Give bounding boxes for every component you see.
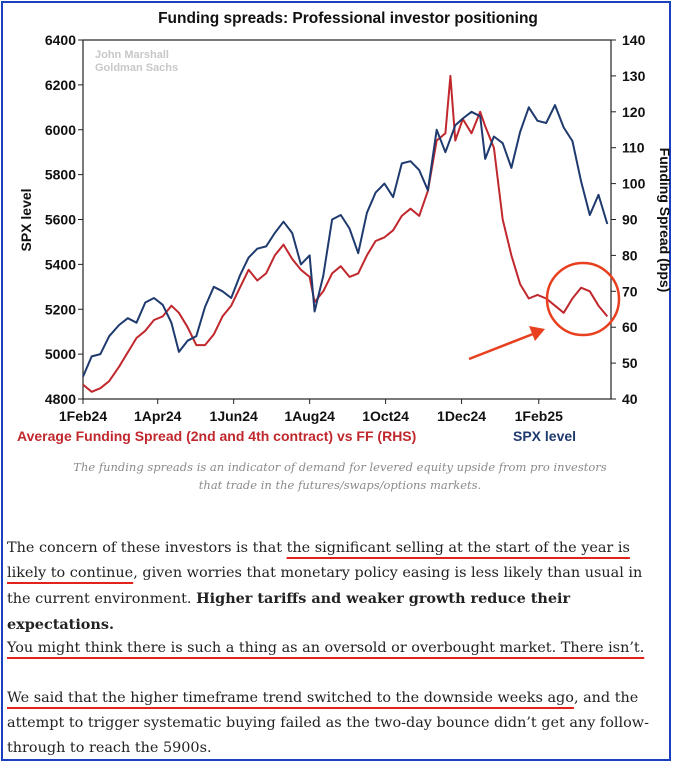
legend-spx-level: SPX level bbox=[513, 428, 576, 444]
watermark-line-1: John Marshall bbox=[95, 49, 169, 61]
left-tick-label: 5000 bbox=[45, 346, 76, 362]
right-tick-label: 140 bbox=[622, 32, 646, 48]
x-axis-ticks: 1Feb24 1Apr24 1Jun24 1Aug24 1Oct24 1Dec24 1Feb… bbox=[59, 399, 563, 424]
right-tick-label: 100 bbox=[622, 176, 646, 192]
right-tick-label: 80 bbox=[622, 247, 638, 263]
annotation-arrow-head bbox=[529, 326, 545, 341]
annotation-arrow-shaft bbox=[468, 332, 534, 361]
chart-caption: The funding spreads is an indicator of d… bbox=[73, 460, 607, 492]
funding-spread-chart: Funding spreads: Professional investor p… bbox=[17, 10, 671, 444]
left-tick-label: 6200 bbox=[45, 77, 76, 93]
x-tick-label: 1Oct24 bbox=[362, 408, 409, 424]
x-tick-label: 1Feb24 bbox=[59, 408, 107, 424]
legend-funding-spread: Average Funding Spread (2nd and 4th cont… bbox=[17, 428, 416, 444]
right-tick-label: 110 bbox=[622, 140, 645, 156]
right-tick-label: 120 bbox=[622, 104, 646, 120]
right-axis-label: Funding Spread (bps) bbox=[657, 148, 671, 293]
x-tick-label: 1Dec24 bbox=[437, 408, 486, 424]
paragraph-2: You might think there is such a thing as… bbox=[7, 636, 669, 661]
x-tick-label: 1Aug24 bbox=[284, 408, 335, 424]
right-tick-label: 70 bbox=[622, 283, 638, 299]
x-tick-label: 1Feb25 bbox=[515, 408, 563, 424]
p2-underlined-text: You might think there is such a thing as… bbox=[7, 640, 645, 656]
p1-bold-text: Higher tariffs and weaker growth reduce … bbox=[7, 590, 571, 633]
p1-text-middle: , given worries that monetary policy eas… bbox=[7, 565, 643, 607]
left-tick-label: 4800 bbox=[45, 391, 76, 407]
p3-text-end: , and the attempt to trigger systematic … bbox=[7, 690, 649, 756]
series-lines bbox=[82, 74, 609, 393]
paragraph-3: We said that the higher timeframe trend … bbox=[7, 686, 669, 761]
x-tick-label: 1Apr24 bbox=[134, 408, 182, 424]
right-tick-label: 130 bbox=[622, 68, 646, 84]
p3-underlined-text: We said that the higher timeframe trend … bbox=[7, 690, 574, 706]
right-tick-label: 60 bbox=[622, 319, 638, 335]
highlight-circle bbox=[545, 261, 621, 337]
plot-area bbox=[82, 39, 612, 400]
right-axis-ticks: 40 50 60 70 80 90 100 110 120 130 140 bbox=[611, 32, 646, 407]
left-tick-label: 5800 bbox=[45, 167, 76, 183]
p1-underlined-text: the significant selling at the start of … bbox=[7, 540, 630, 581]
left-axis-ticks: 4800 5000 5200 5400 5600 5800 6000 6200 6400 bbox=[45, 32, 83, 407]
left-tick-label: 6400 bbox=[45, 32, 76, 48]
paragraph-1: The concern of these investors is that t… bbox=[7, 536, 669, 638]
watermark-line-2: Goldman Sachs bbox=[95, 62, 178, 74]
left-tick-label: 5400 bbox=[45, 256, 76, 272]
p1-text-start: The concern of these investors is that bbox=[7, 540, 287, 556]
left-axis-label: SPX level bbox=[18, 188, 34, 251]
left-tick-label: 5600 bbox=[45, 212, 76, 228]
chart-title: Funding spreads: Professional investor p… bbox=[158, 10, 538, 27]
left-tick-label: 6000 bbox=[45, 122, 76, 138]
spx-level-line bbox=[82, 104, 609, 377]
right-tick-label: 40 bbox=[622, 391, 638, 407]
right-tick-label: 90 bbox=[622, 212, 638, 228]
left-tick-label: 5200 bbox=[45, 301, 76, 317]
right-tick-label: 50 bbox=[622, 355, 638, 371]
funding-spread-line bbox=[82, 74, 609, 393]
x-tick-label: 1Jun24 bbox=[210, 408, 258, 424]
